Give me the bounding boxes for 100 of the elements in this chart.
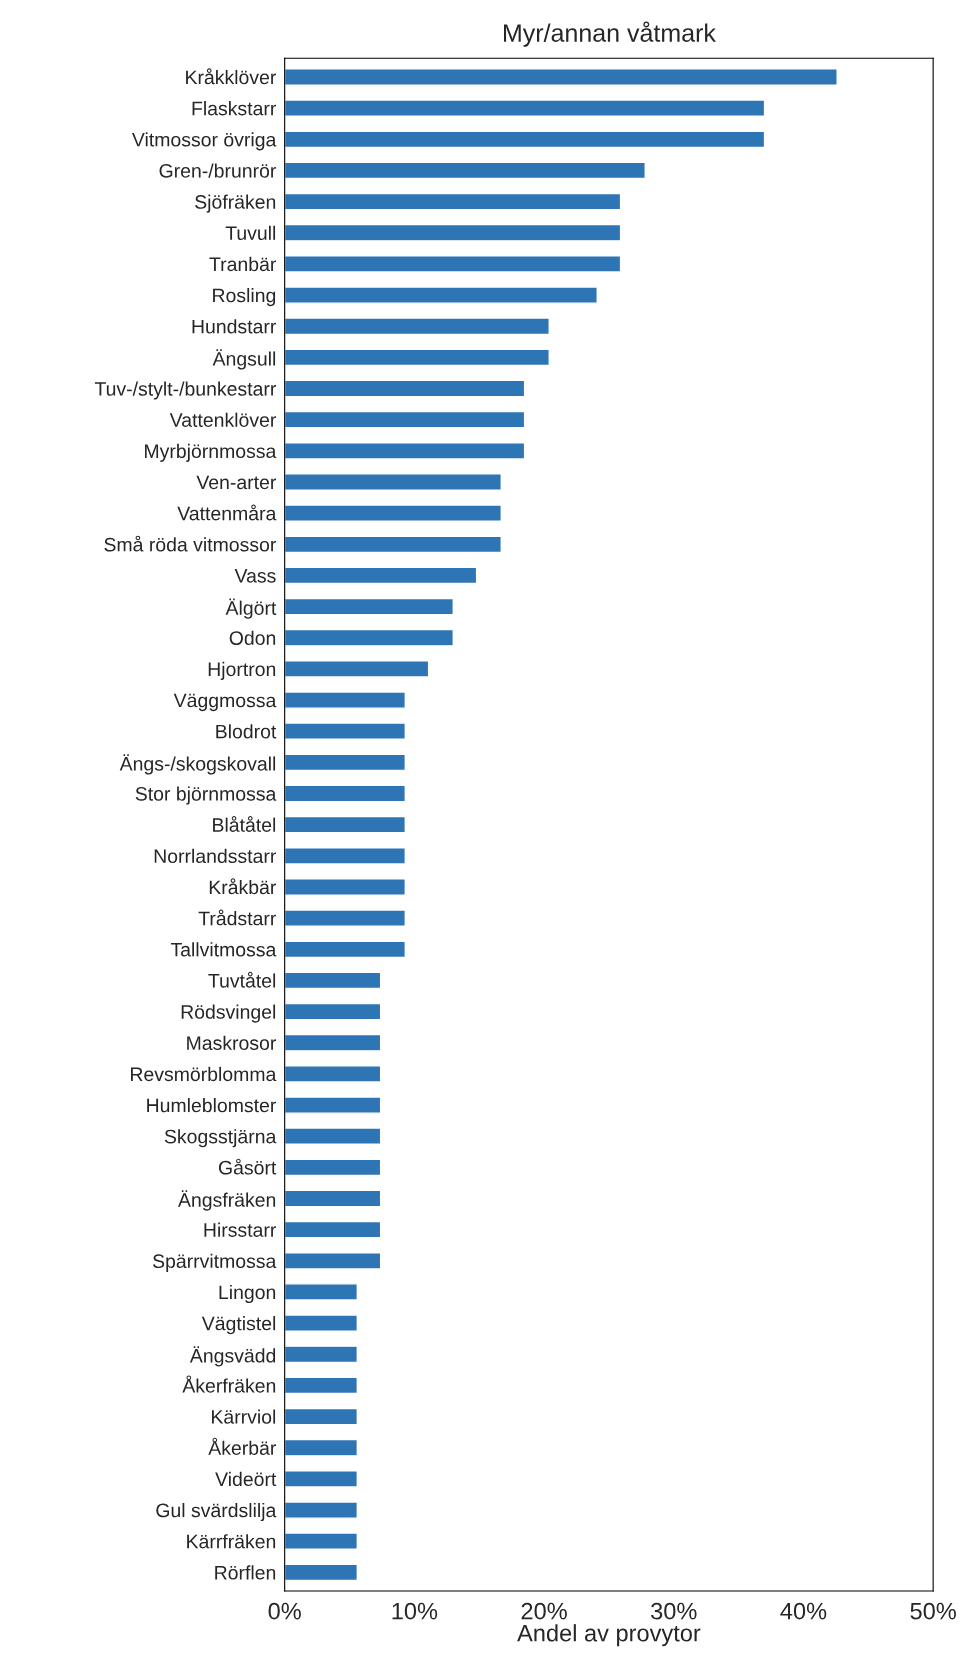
x-tick-label: 50% — [910, 1602, 956, 1620]
chart-title: Myr/annan våtmark — [503, 21, 716, 47]
y-tick-label: Kärrviol — [212, 1409, 276, 1424]
y-tick-label: Vägtistel — [201, 1316, 276, 1335]
y-tick-label: Gåsört — [218, 1158, 277, 1175]
y-tick-label: Flaskstarr — [192, 101, 277, 116]
bar — [284, 192, 622, 211]
y-tick-label: Myrbjörnmossa — [145, 443, 277, 462]
bar — [284, 1376, 358, 1395]
bar — [284, 535, 502, 554]
y-tick-label: Spärrvitmossa — [152, 1253, 277, 1272]
bar — [284, 1127, 382, 1145]
y-tick-label: Kråkklöver — [186, 68, 277, 85]
bar — [284, 660, 430, 678]
bar — [284, 442, 526, 460]
bar — [284, 161, 646, 180]
bar — [284, 1189, 382, 1208]
y-tick-label: Skogsstjärna — [164, 1129, 277, 1148]
y-tick-label: Tallvitmossa — [170, 942, 277, 957]
bar — [284, 847, 406, 865]
bar — [284, 317, 550, 336]
y-tick-label: Stor björnmossa — [135, 786, 277, 805]
bar — [284, 691, 406, 709]
bar — [284, 68, 838, 86]
y-tick-label: Revsmörblomma — [131, 1066, 277, 1082]
bar — [284, 1252, 382, 1270]
bar — [284, 1407, 358, 1426]
y-tick-label: Gul svärdslilja — [156, 1502, 277, 1522]
y-tick-label: Åkerbär — [208, 1437, 277, 1455]
bar — [284, 504, 502, 522]
bar — [284, 940, 406, 959]
y-tick-label: Trådstarr — [198, 909, 277, 926]
y-tick-label: Kärrfräken — [187, 1534, 276, 1549]
bar — [284, 1283, 358, 1301]
bar — [284, 784, 406, 803]
y-tick-label: Ängsfräken — [178, 1190, 276, 1211]
x-tick-label: 0% — [268, 1602, 301, 1620]
y-tick-label: Vitmossor övriga — [131, 132, 277, 151]
y-tick-label: Tuv-/stylt-/bunkestarr — [94, 381, 277, 400]
y-tick-label: Videört — [215, 1471, 277, 1487]
bar — [284, 878, 406, 896]
bar — [284, 348, 550, 367]
y-tick-label: Blåtåtel — [213, 816, 276, 832]
bar — [284, 1220, 382, 1239]
y-tick-label: Rosling — [213, 288, 276, 307]
y-tick-label: Sjöfräken — [195, 194, 276, 213]
y-tick-label: Gren-/brunrör — [159, 163, 277, 178]
bar — [284, 1096, 382, 1114]
bar — [284, 971, 382, 990]
y-tick-label: Ven-arter — [196, 475, 277, 490]
y-tick-label: Rödsvingel — [181, 1004, 276, 1023]
bar — [284, 379, 526, 398]
bar — [284, 473, 502, 491]
bar — [284, 566, 478, 585]
bar — [284, 255, 622, 273]
bar — [284, 1065, 382, 1083]
x-tick-label: 20% — [521, 1602, 567, 1620]
x-tick-label: 30% — [651, 1602, 697, 1620]
y-tick-label: Väggmossa — [173, 693, 277, 712]
y-tick-label: Små röda vitmossor — [104, 535, 277, 552]
x-axis-title: Andel av provytor — [517, 1624, 701, 1647]
y-tick-label: Kråkbär — [209, 878, 277, 895]
bar — [284, 753, 406, 772]
x-tick-label: 40% — [780, 1602, 827, 1620]
bar — [284, 909, 406, 927]
bar — [284, 1501, 358, 1519]
y-tick-label: Vattenmåra — [177, 504, 277, 521]
y-tick-label: Tuvtåtel — [208, 971, 276, 988]
bar — [284, 99, 766, 117]
y-tick-label: Hirsstarr — [204, 1222, 277, 1237]
bar — [284, 628, 454, 647]
y-tick-label: Hjortron — [208, 661, 276, 680]
y-tick-label: Lingon — [219, 1284, 276, 1304]
bar — [284, 1532, 358, 1550]
bar — [284, 815, 406, 834]
bar — [284, 1345, 358, 1364]
y-tick-label: Vattenklöver — [169, 412, 277, 427]
y-tick-label: Tranbär — [209, 256, 277, 272]
bar — [284, 1563, 358, 1582]
bar — [284, 1033, 382, 1052]
y-tick-label: Ängs-/skogskovall — [119, 754, 276, 775]
y-tick-label: Älgört — [225, 598, 277, 619]
bar — [284, 1002, 382, 1021]
y-tick-label: Tuvull — [225, 225, 276, 240]
y-tick-label: Maskrosor — [187, 1035, 277, 1050]
y-tick-label: Vass — [234, 569, 276, 583]
bar — [284, 410, 526, 429]
y-tick-label: Humleblomster — [147, 1098, 277, 1113]
y-tick-label: Ängsull — [212, 349, 276, 370]
y-tick-label: Hundstarr — [192, 319, 277, 334]
bar — [284, 1314, 358, 1332]
y-tick-label: Norrlandsstarr — [154, 848, 277, 864]
bar — [284, 1158, 382, 1177]
y-tick-label: Åkerfräken — [182, 1375, 276, 1393]
y-tick-label: Ängsvädd — [189, 1346, 276, 1367]
y-tick-label: Odon — [229, 630, 276, 645]
bar — [284, 286, 598, 304]
y-tick-label: Rörflen — [215, 1565, 276, 1580]
bar — [284, 597, 454, 616]
bar — [284, 130, 766, 149]
